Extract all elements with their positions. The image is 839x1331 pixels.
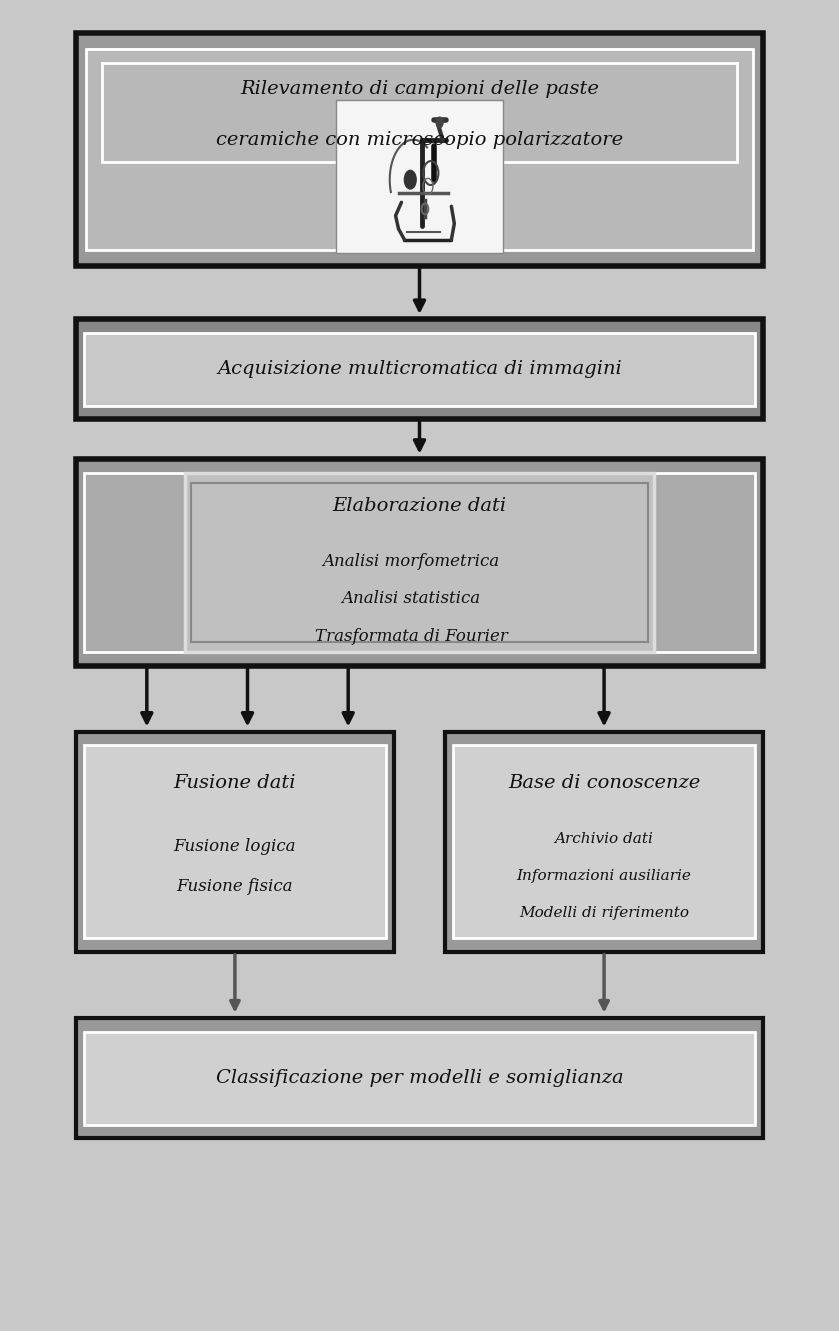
Text: Fusione logica: Fusione logica — [174, 839, 296, 855]
Text: Fusione fisica: Fusione fisica — [177, 878, 293, 894]
Text: Modelli di riferimento: Modelli di riferimento — [519, 906, 689, 920]
Bar — [76, 319, 763, 419]
Text: Analisi morfometrica: Analisi morfometrica — [322, 554, 500, 570]
Bar — [84, 333, 755, 406]
Bar — [76, 1018, 763, 1138]
Text: Base di conoscenze: Base di conoscenze — [508, 773, 701, 792]
Text: Elaborazione dati: Elaborazione dati — [332, 496, 507, 515]
Bar — [76, 459, 763, 666]
Bar — [86, 49, 753, 250]
Circle shape — [436, 117, 443, 128]
Text: Trasformata di Fourier: Trasformata di Fourier — [315, 628, 508, 644]
Bar — [453, 745, 755, 938]
Bar — [76, 33, 763, 266]
Text: ceramiche con microscopio polarizzatore: ceramiche con microscopio polarizzatore — [216, 130, 623, 149]
Text: Fusione dati: Fusione dati — [174, 773, 296, 792]
Text: Classificazione per modelli e somiglianza: Classificazione per modelli e somiglianz… — [216, 1069, 623, 1087]
Bar — [102, 63, 737, 162]
Text: Archivio dati: Archivio dati — [555, 832, 654, 845]
Bar — [84, 473, 755, 652]
Bar — [191, 483, 648, 642]
Bar — [336, 100, 503, 253]
Text: Rilevamento di campioni delle paste: Rilevamento di campioni delle paste — [240, 80, 599, 98]
Bar — [84, 745, 386, 938]
Bar — [185, 473, 654, 652]
Bar — [84, 1032, 755, 1125]
Circle shape — [404, 170, 416, 189]
Text: Acquisizione multicromatica di immagini: Acquisizione multicromatica di immagini — [217, 361, 622, 378]
Text: Informazioni ausiliarie: Informazioni ausiliarie — [517, 869, 691, 882]
Bar — [445, 732, 763, 952]
Bar — [76, 732, 394, 952]
Text: Analisi statistica: Analisi statistica — [341, 591, 481, 607]
